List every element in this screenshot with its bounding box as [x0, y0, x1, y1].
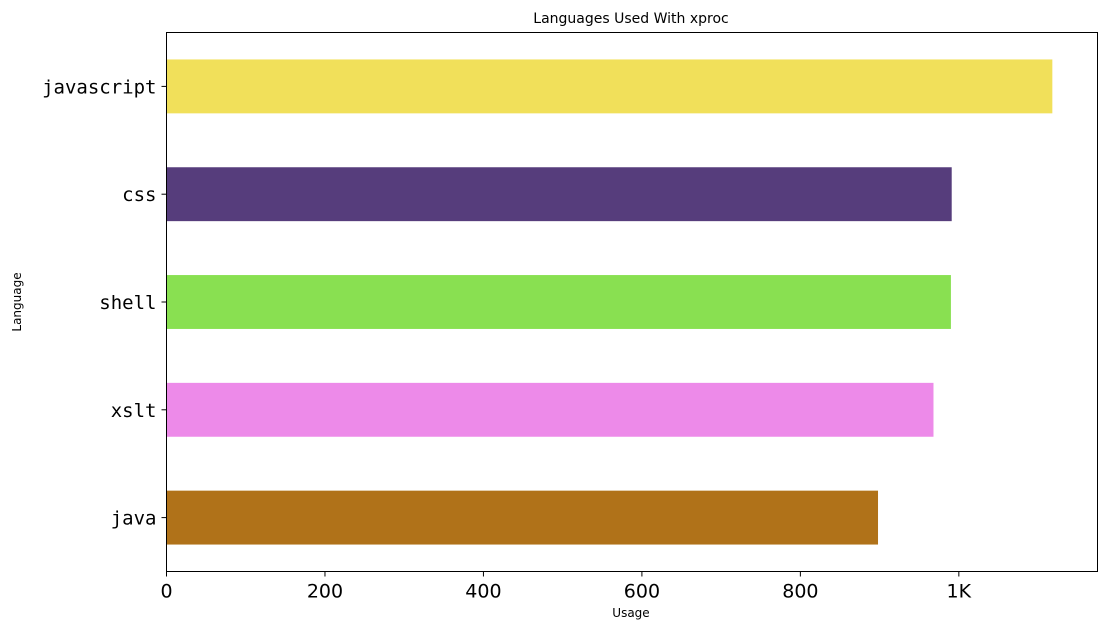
y-tick-label: shell	[99, 292, 156, 314]
y-tick-label: java	[111, 508, 157, 530]
bar-shell	[166, 275, 951, 329]
bar-javascript	[166, 59, 1053, 114]
x-tick-label: 800	[782, 581, 818, 603]
x-tick-label: 1K	[947, 581, 972, 603]
x-tick-label: 200	[307, 581, 343, 603]
x-tick-label: 600	[624, 581, 660, 603]
y-tick-label: css	[122, 184, 156, 206]
x-tick-label: 400	[465, 581, 501, 603]
y-axis-label: Language	[10, 272, 24, 331]
bar-java	[166, 490, 879, 545]
x-tick-label: 0	[160, 581, 172, 603]
bar-xslt	[166, 382, 934, 437]
chart-title: Languages Used With xproc	[533, 11, 728, 27]
x-axis-label: Usage	[612, 606, 649, 620]
plot-frame	[166, 32, 1098, 572]
y-tick-label: xslt	[111, 400, 157, 422]
bar-css	[166, 167, 952, 222]
y-tick-label: javascript	[42, 76, 156, 98]
